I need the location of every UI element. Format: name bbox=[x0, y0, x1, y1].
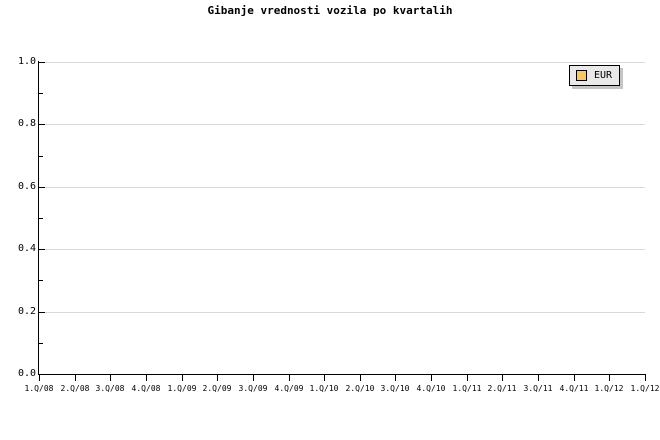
x-tick bbox=[431, 375, 432, 381]
x-tick bbox=[289, 375, 290, 381]
x-tick bbox=[538, 375, 539, 381]
x-tick bbox=[182, 375, 183, 381]
x-axis-tick-label: 1.Q/08 bbox=[24, 384, 54, 393]
x-tick bbox=[360, 375, 361, 381]
y-axis-tick-label: 0.2 bbox=[17, 306, 36, 317]
x-axis-tick-label: 4.Q/10 bbox=[416, 384, 446, 393]
x-axis-line bbox=[38, 374, 646, 375]
y-axis-tick-label: 0.8 bbox=[17, 118, 36, 129]
y-axis-tick-label: 0.6 bbox=[17, 181, 36, 192]
x-tick bbox=[217, 375, 218, 381]
y-axis-tick-label: 0.0 bbox=[17, 368, 36, 379]
y-tick-minor bbox=[39, 93, 43, 94]
x-axis-tick-label: 3.Q/10 bbox=[380, 384, 410, 393]
x-tick bbox=[253, 375, 254, 381]
x-axis-tick-label: 3.Q/08 bbox=[95, 384, 125, 393]
x-axis-tick-label: 2.Q/09 bbox=[202, 384, 232, 393]
y-tick-major bbox=[39, 124, 45, 125]
x-tick bbox=[645, 375, 646, 381]
x-tick bbox=[75, 375, 76, 381]
chart-legend[interactable]: EUR bbox=[569, 65, 621, 86]
y-tick-minor bbox=[39, 343, 43, 344]
y-tick-major bbox=[39, 374, 45, 375]
y-tick-major bbox=[39, 62, 45, 63]
y-axis-tick-label: 1.0 bbox=[17, 56, 36, 67]
x-tick bbox=[324, 375, 325, 381]
gridline-y bbox=[39, 124, 645, 125]
x-tick bbox=[39, 375, 40, 381]
plot-area bbox=[39, 62, 645, 375]
y-tick-major bbox=[39, 187, 45, 188]
y-tick-major bbox=[39, 312, 45, 313]
x-axis-tick-label: 1.Q/10 bbox=[309, 384, 339, 393]
y-tick-minor bbox=[39, 156, 43, 157]
x-axis-tick-label: 4.Q/09 bbox=[274, 384, 304, 393]
x-tick bbox=[395, 375, 396, 381]
y-axis-labels: 0.0 0.2 0.4 0.6 0.8 1.0 bbox=[0, 0, 36, 440]
x-axis-tick-label: 1.Q/09 bbox=[167, 384, 197, 393]
x-axis-tick-label: 1.Q/11 bbox=[452, 384, 482, 393]
gridline-y bbox=[39, 249, 645, 250]
y-axis-tick-label: 0.4 bbox=[17, 243, 36, 254]
y-axis-line bbox=[38, 61, 39, 375]
x-axis-tick-label: 2.Q/11 bbox=[487, 384, 517, 393]
x-axis-tick-label: 1.Q/12 bbox=[630, 384, 660, 393]
x-axis-tick-label: 4.Q/08 bbox=[131, 384, 161, 393]
x-tick bbox=[574, 375, 575, 381]
gridline-y bbox=[39, 187, 645, 188]
legend-label-eur: EUR bbox=[594, 70, 613, 81]
y-tick-major bbox=[39, 249, 45, 250]
x-axis-tick-label: 1.Q/12 bbox=[594, 384, 624, 393]
x-axis-tick-label: 2.Q/08 bbox=[60, 384, 90, 393]
chart-title: Gibanje vrednosti vozila po kvartalih bbox=[207, 4, 453, 17]
x-tick bbox=[110, 375, 111, 381]
series-layer bbox=[39, 62, 645, 374]
x-tick bbox=[502, 375, 503, 381]
x-tick bbox=[146, 375, 147, 381]
x-tick bbox=[467, 375, 468, 381]
legend-swatch-eur bbox=[576, 70, 587, 81]
gridline-y bbox=[39, 312, 645, 313]
gridline-y bbox=[39, 62, 645, 63]
x-axis-tick-label: 3.Q/11 bbox=[523, 384, 553, 393]
x-tick bbox=[609, 375, 610, 381]
x-axis-tick-label: 2.Q/10 bbox=[345, 384, 375, 393]
x-axis-tick-label: 3.Q/09 bbox=[238, 384, 268, 393]
y-tick-minor bbox=[39, 280, 43, 281]
y-tick-minor bbox=[39, 218, 43, 219]
x-axis-tick-label: 4.Q/11 bbox=[559, 384, 589, 393]
